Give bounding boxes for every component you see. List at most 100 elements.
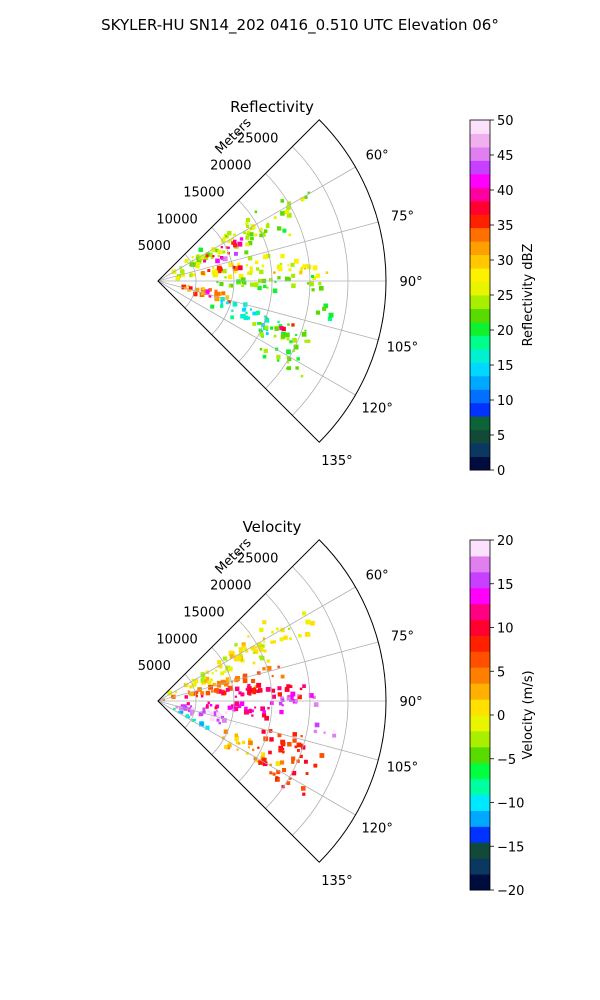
echo-pixel	[260, 706, 265, 712]
echo-pixel	[239, 701, 245, 706]
echo-pixel	[297, 694, 300, 697]
echo-pixel	[263, 348, 268, 354]
echo-pixel	[292, 738, 297, 743]
echo-pixel	[214, 292, 218, 296]
echo-field	[171, 191, 334, 378]
echo-pixel	[304, 195, 308, 199]
echo-pixel	[296, 742, 302, 748]
angle-tick-label: 75°	[391, 209, 414, 224]
colorbar-band	[470, 133, 490, 148]
echo-pixel	[227, 685, 233, 691]
echo-pixel	[208, 684, 213, 690]
sector-frame	[157, 119, 387, 443]
echo-pixel	[191, 678, 194, 682]
echo-pixel	[221, 291, 226, 296]
echo-pixel	[191, 682, 197, 687]
echo-pixel	[221, 736, 225, 740]
echo-pixel	[201, 271, 205, 275]
echo-pixel	[206, 292, 210, 295]
echo-pixel	[307, 191, 310, 194]
echo-pixel	[254, 645, 258, 649]
echo-pixel	[332, 729, 335, 732]
echo-pixel	[251, 679, 256, 684]
echo-pixel	[253, 649, 259, 654]
echo-pixel	[286, 696, 291, 701]
echo-pixel	[332, 733, 337, 738]
echo-pixel	[312, 265, 318, 271]
colorbar-label: Reflectivity dBZ	[521, 244, 536, 347]
echo-pixel	[243, 709, 249, 715]
echo-pixel	[205, 289, 210, 294]
echo-pixel	[184, 695, 188, 699]
echo-pixel	[312, 695, 316, 699]
echo-pixel	[248, 692, 252, 696]
echo-pixel	[209, 711, 213, 715]
echo-pixel	[291, 770, 297, 776]
angle-tick-label: 120°	[362, 402, 393, 417]
page-title: SKYLER-HU SN14_202 0416_0.510 UTC Elevat…	[101, 16, 499, 34]
colorbar-band	[470, 295, 490, 309]
echo-pixel	[246, 686, 252, 692]
echo-pixel	[250, 236, 254, 241]
echo-pixel	[299, 687, 303, 691]
colorbar-band	[470, 443, 490, 458]
echo-pixel	[301, 331, 307, 337]
echo-pixel	[206, 704, 209, 707]
colorbar-band	[470, 241, 490, 256]
echo-pixel	[328, 312, 334, 318]
echo-pixel	[261, 264, 265, 268]
echo-pixel	[227, 300, 231, 304]
echo-pixel	[265, 687, 271, 692]
echo-pixel	[219, 665, 223, 669]
echo-pixel	[258, 328, 262, 332]
echo-pixel	[303, 267, 307, 270]
echo-pixel	[259, 655, 265, 661]
echo-pixel	[269, 763, 272, 767]
echo-pixel	[198, 256, 203, 261]
echo-pixel	[278, 701, 283, 706]
echo-pixel	[266, 253, 271, 259]
echo-pixel	[222, 268, 227, 274]
radial-tick-label: 15000	[183, 605, 224, 620]
echo-pixel	[193, 718, 196, 722]
echo-pixel	[216, 718, 220, 722]
angle-tick-label: 135°	[321, 454, 352, 469]
echo-pixel	[241, 642, 246, 647]
echo-pixel	[307, 339, 311, 343]
echo-pixel	[228, 650, 234, 656]
colorbar-band	[470, 214, 490, 229]
echo-pixel	[277, 320, 280, 323]
echo-pixel	[278, 748, 283, 753]
echo-pixel	[189, 705, 193, 708]
echo-pixel	[217, 660, 221, 664]
echo-pixel	[305, 632, 310, 637]
angle-tick-label: 60°	[366, 148, 389, 163]
echo-pixel	[297, 694, 302, 700]
echo-pixel	[240, 313, 245, 319]
angle-tick-label: 90°	[400, 695, 423, 710]
echo-pixel	[281, 334, 286, 339]
echo-pixel	[293, 344, 299, 350]
echo-pixel	[220, 679, 226, 685]
echo-pixel	[189, 691, 194, 697]
echo-pixel	[266, 222, 270, 225]
colorbar-tick-label: 35	[497, 219, 514, 234]
echo-pixel	[233, 233, 236, 237]
echo-pixel	[272, 772, 276, 776]
echo-pixel	[259, 269, 264, 275]
echo-pixel	[286, 212, 292, 218]
echo-pixel	[273, 271, 276, 274]
echo-pixel	[282, 768, 287, 773]
echo-pixel	[252, 651, 256, 654]
echo-pixel	[216, 680, 221, 685]
echo-pixel	[186, 715, 190, 719]
colorbar-band	[470, 667, 490, 684]
echo-pixel	[294, 258, 299, 264]
echo-pixel	[190, 713, 193, 716]
echo-pixel	[222, 250, 226, 254]
echo-pixel	[221, 717, 227, 723]
echo-pixel	[264, 325, 269, 330]
echo-pixel	[252, 748, 255, 751]
echo-pixel	[311, 274, 314, 278]
colorbar-tick-label: 5	[497, 429, 505, 444]
